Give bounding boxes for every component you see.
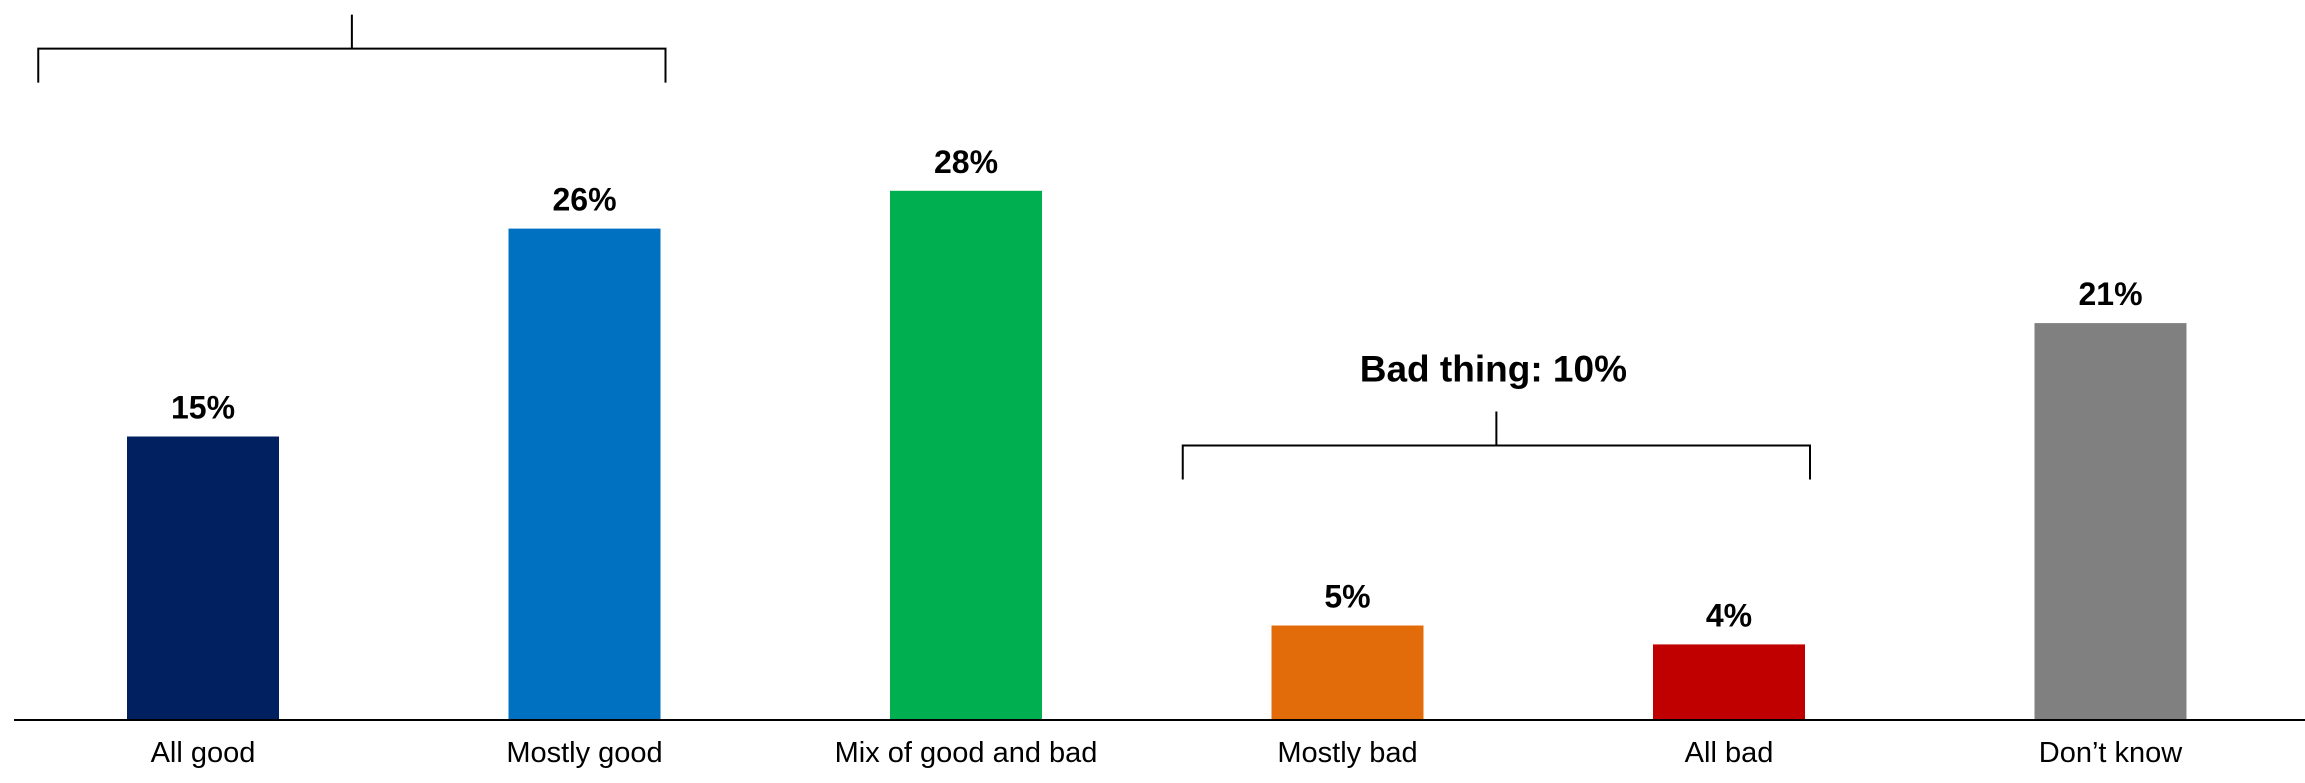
value-label-3: 5% <box>1324 579 1370 615</box>
group-label-1: Bad thing: 10% <box>1360 349 1627 390</box>
group-bracket-1 <box>1181 411 1811 480</box>
category-label-4: All bad <box>1685 737 1774 769</box>
value-label-2: 28% <box>934 144 998 180</box>
bar-2 <box>890 190 1042 721</box>
category-label-5: Don’t know <box>2039 737 2184 769</box>
value-labels-layer: 15% 26% 28% 5% 4% 21% <box>171 144 2143 634</box>
bars-layer <box>127 190 2187 721</box>
value-label-5: 21% <box>2078 276 2142 312</box>
group-brackets-layer: Good thing: 41%Bad thing: 10% <box>37 14 1811 480</box>
category-label-2: Mix of good and bad <box>835 737 1098 769</box>
category-label-1: Mostly good <box>506 737 662 769</box>
value-label-4: 4% <box>1706 597 1752 633</box>
category-labels-layer: All good Mostly good Mix of good and bad Mo… <box>151 737 2184 769</box>
category-label-3: Mostly bad <box>1277 737 1417 769</box>
value-label-1: 26% <box>552 182 616 218</box>
bar-5 <box>2034 323 2187 720</box>
bar-1 <box>508 228 661 720</box>
category-label-0: All good <box>151 737 256 769</box>
bar-4 <box>1653 644 1805 720</box>
bar-0 <box>127 436 279 720</box>
bar-3 <box>1271 625 1424 720</box>
value-label-0: 15% <box>171 390 235 426</box>
group-bracket-0 <box>37 14 667 83</box>
